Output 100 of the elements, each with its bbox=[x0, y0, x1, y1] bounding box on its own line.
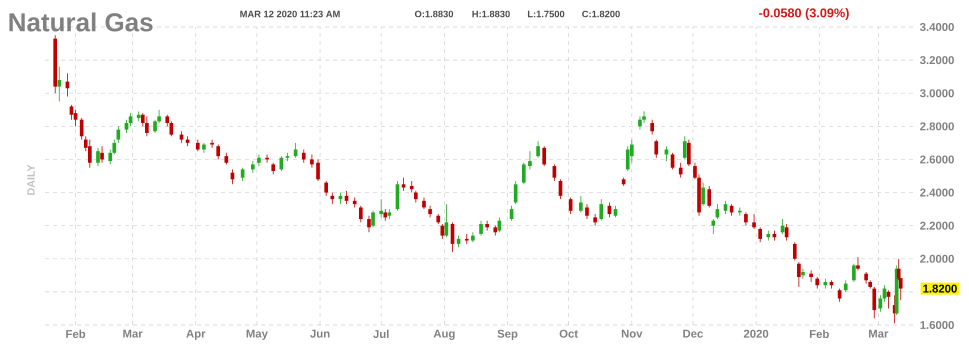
candlestick bbox=[485, 220, 489, 232]
x-tick-label: May bbox=[246, 330, 268, 340]
candlestick bbox=[766, 230, 770, 241]
candlestick bbox=[74, 109, 78, 127]
candlestick bbox=[856, 256, 860, 271]
candlestick bbox=[471, 232, 475, 243]
candlestick bbox=[510, 205, 514, 222]
y-tick-label: 2.2000 bbox=[920, 222, 954, 230]
candlestick bbox=[522, 162, 526, 185]
x-tick-label: Nov bbox=[622, 330, 642, 338]
candlestick bbox=[271, 162, 276, 175]
y-tick-label: 2.8000 bbox=[920, 122, 954, 130]
candlestick bbox=[112, 139, 116, 155]
candlestick bbox=[664, 146, 668, 162]
candlestick bbox=[422, 197, 426, 210]
chart-title: Natural Gas bbox=[9, 12, 153, 32]
candlestick bbox=[202, 142, 206, 154]
candlestick bbox=[80, 118, 84, 140]
candlestick bbox=[57, 66, 62, 102]
candlestick bbox=[136, 111, 141, 122]
x-tick-label: Feb bbox=[66, 330, 86, 338]
candlestick bbox=[687, 139, 691, 166]
candlestick bbox=[479, 220, 483, 236]
candlestick bbox=[844, 280, 848, 292]
candlestick bbox=[338, 192, 342, 205]
candlestick bbox=[280, 156, 284, 172]
x-tick-label: Aug bbox=[434, 330, 455, 340]
candlestick bbox=[230, 168, 234, 185]
candlestick bbox=[682, 136, 687, 160]
candlestick bbox=[815, 276, 820, 289]
y-tick-label: 2.6000 bbox=[920, 155, 954, 164]
candlestick bbox=[701, 182, 705, 206]
x-tick-label: Jun bbox=[310, 330, 330, 338]
candlestick bbox=[440, 224, 444, 240]
candlestick bbox=[514, 180, 518, 205]
candlestick bbox=[608, 202, 612, 218]
candlestick bbox=[864, 272, 868, 284]
candlestick bbox=[286, 152, 290, 162]
chart-subtitle: MAR 12 2020 11:23 AM bbox=[240, 10, 340, 18]
candlestick bbox=[444, 204, 448, 238]
candlestick bbox=[165, 114, 170, 127]
y-tick-label: 3.4000 bbox=[920, 22, 954, 32]
text: O:1.8830 bbox=[414, 10, 454, 18]
candlestick bbox=[145, 116, 149, 137]
y-tick-label: 3.2000 bbox=[920, 56, 954, 64]
candlestick bbox=[542, 146, 546, 166]
candlestick bbox=[536, 140, 540, 158]
candlestick bbox=[558, 178, 562, 200]
candlestick bbox=[552, 164, 556, 182]
x-tick-label: Mar bbox=[869, 330, 888, 338]
text: -0.0580 (3.09%) bbox=[759, 8, 849, 20]
candlestick bbox=[626, 146, 630, 172]
candlestick bbox=[707, 186, 712, 208]
candlestick bbox=[216, 144, 220, 160]
candlestick bbox=[772, 230, 776, 241]
candlestick bbox=[316, 159, 320, 182]
candlestick bbox=[108, 149, 112, 165]
candlestick bbox=[324, 180, 328, 196]
x-tick-label: Jul bbox=[373, 330, 389, 338]
x-tick-label: Sep bbox=[497, 330, 518, 340]
candlestick bbox=[585, 204, 589, 220]
candlestick bbox=[599, 198, 604, 222]
candlestick bbox=[824, 278, 828, 289]
candlestick bbox=[250, 160, 255, 174]
candlestick bbox=[224, 152, 228, 165]
candlestick bbox=[428, 205, 432, 218]
candlestick bbox=[66, 72, 70, 97]
candlestick bbox=[493, 225, 498, 236]
y-axis-title: DAILY bbox=[27, 164, 35, 195]
candlestick bbox=[96, 147, 100, 166]
candlestick bbox=[809, 270, 813, 282]
candlestick bbox=[116, 126, 120, 144]
candlestick bbox=[302, 149, 306, 164]
x-tick-label: Dec bbox=[683, 330, 703, 338]
text: C:1.8200 bbox=[582, 10, 620, 18]
x-tick-label: Apr bbox=[186, 330, 206, 340]
candlestick bbox=[358, 205, 363, 223]
x-tick-label: Mar bbox=[123, 330, 143, 338]
candlestick bbox=[456, 235, 460, 248]
candlestick bbox=[367, 215, 371, 233]
candlestick bbox=[344, 190, 348, 205]
candlestick bbox=[801, 268, 805, 280]
candlestick bbox=[886, 290, 890, 309]
candlestick bbox=[186, 136, 190, 147]
candlestick bbox=[528, 150, 532, 170]
annotation: 1.8200 bbox=[923, 284, 957, 293]
candlestick bbox=[579, 195, 583, 213]
candlestick bbox=[792, 242, 797, 261]
candlestick bbox=[310, 154, 314, 168]
candlestick bbox=[724, 200, 728, 214]
candlestick bbox=[100, 146, 104, 164]
candlestick bbox=[169, 120, 174, 137]
y-tick-label: 2.0000 bbox=[920, 254, 954, 263]
candlestick bbox=[210, 139, 214, 148]
candlestick bbox=[498, 216, 502, 233]
candlestick bbox=[758, 226, 762, 243]
candlestick bbox=[711, 218, 716, 234]
candlestick bbox=[780, 218, 784, 234]
candlestick bbox=[294, 142, 298, 158]
candlestick bbox=[744, 212, 748, 226]
